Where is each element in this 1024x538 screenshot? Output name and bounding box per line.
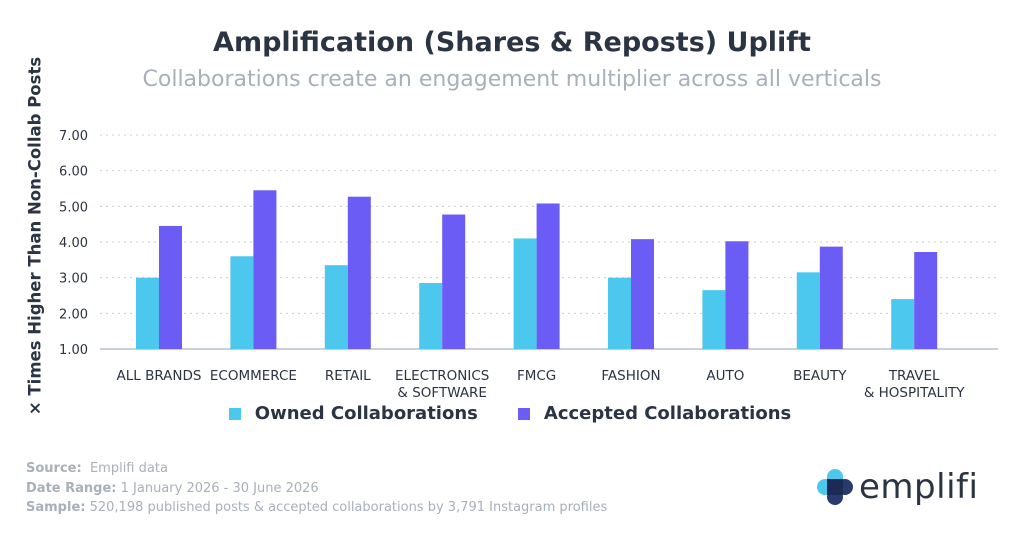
bar-accepted xyxy=(914,251,938,349)
bar-accepted xyxy=(536,203,560,349)
y-tick-label: 7.00 xyxy=(59,129,88,144)
chart-legend: Owned Collaborations Accepted Collaborat… xyxy=(0,403,1024,424)
footer-date-value: 1 January 2026 - 30 June 2026 xyxy=(120,480,319,496)
y-tick-label: 3.00 xyxy=(59,272,88,287)
bar-accepted xyxy=(159,225,182,349)
footer-sample: Sample: 520,198 published posts & accept… xyxy=(26,498,607,518)
bar-accepted xyxy=(819,246,843,349)
footer-sample-label: Sample: xyxy=(26,500,86,515)
emplifi-logo: emplifi xyxy=(817,467,978,507)
footer-date-label: Date Range: xyxy=(26,480,117,496)
y-tick-label: 4.00 xyxy=(59,236,88,251)
legend-swatch-accepted xyxy=(517,407,530,420)
y-tick-label: 1.00 xyxy=(59,343,88,358)
bar-owned xyxy=(230,256,254,349)
bar-owned xyxy=(608,277,631,349)
bar-owned xyxy=(796,272,820,349)
emplifi-logo-icon xyxy=(817,469,853,505)
x-tick-label: ECOMMERCE xyxy=(210,368,297,384)
x-tick-label: TRAVEL xyxy=(888,368,940,384)
chart-title: Amplification (Shares & Reposts) Uplift xyxy=(213,27,811,58)
y-tick-label: 5.00 xyxy=(59,200,88,215)
x-tick-label: FMCG xyxy=(517,368,556,384)
legend-label-accepted: Accepted Collaborations xyxy=(543,403,792,424)
bar-chart: 1.00 2.00 3.00 4.00 5.00 6.00 7.00 ALL BRANDS EC… xyxy=(59,129,998,400)
emplifi-wordmark: emplifi xyxy=(859,467,979,507)
legend-item-owned: Owned Collaborations xyxy=(228,403,478,424)
bar-owned xyxy=(324,265,348,349)
bar-owned xyxy=(513,238,537,349)
footer-source: Source: Emplifi data xyxy=(26,459,607,479)
x-tick-label: ELECTRONICS xyxy=(395,368,489,384)
footer-sample-value: 520,198 published posts & accepted colla… xyxy=(89,500,608,515)
legend-item-accepted: Accepted Collaborations xyxy=(517,403,792,424)
x-tick-label: BEAUTY xyxy=(793,368,847,384)
bar-owned xyxy=(419,283,443,349)
footer-notes: Source: Emplifi data Date Range: 1 Janua… xyxy=(26,459,607,518)
footer-date-range: Date Range: 1 January 2026 - 30 June 202… xyxy=(26,479,607,499)
legend-swatch-owned xyxy=(228,407,241,420)
footer-source-label: Source: xyxy=(26,461,82,476)
x-tick-label: AUTO xyxy=(706,368,744,384)
chart-subtitle: Collaborations create an engagement mult… xyxy=(142,67,882,92)
footer-source-value: Emplifi data xyxy=(89,461,168,476)
x-tick-label: & SOFTWARE xyxy=(397,385,487,400)
x-tick-label: & HOSPITALITY xyxy=(864,385,965,400)
legend-label-owned: Owned Collaborations xyxy=(254,403,478,424)
x-tick-label: RETAIL xyxy=(325,368,371,384)
y-tick-label: 2.00 xyxy=(59,307,88,322)
x-tick-label: FASHION xyxy=(601,368,660,384)
y-tick-label: 6.00 xyxy=(59,165,88,180)
bar-owned xyxy=(891,299,915,349)
x-tick-label: ALL BRANDS xyxy=(117,368,202,384)
bar-owned xyxy=(136,277,159,349)
bar-accepted xyxy=(347,196,371,349)
bar-accepted xyxy=(253,190,277,349)
bar-accepted xyxy=(631,239,654,349)
bar-accepted xyxy=(442,214,466,349)
bar-accepted xyxy=(725,241,749,349)
bar-owned xyxy=(702,290,726,349)
